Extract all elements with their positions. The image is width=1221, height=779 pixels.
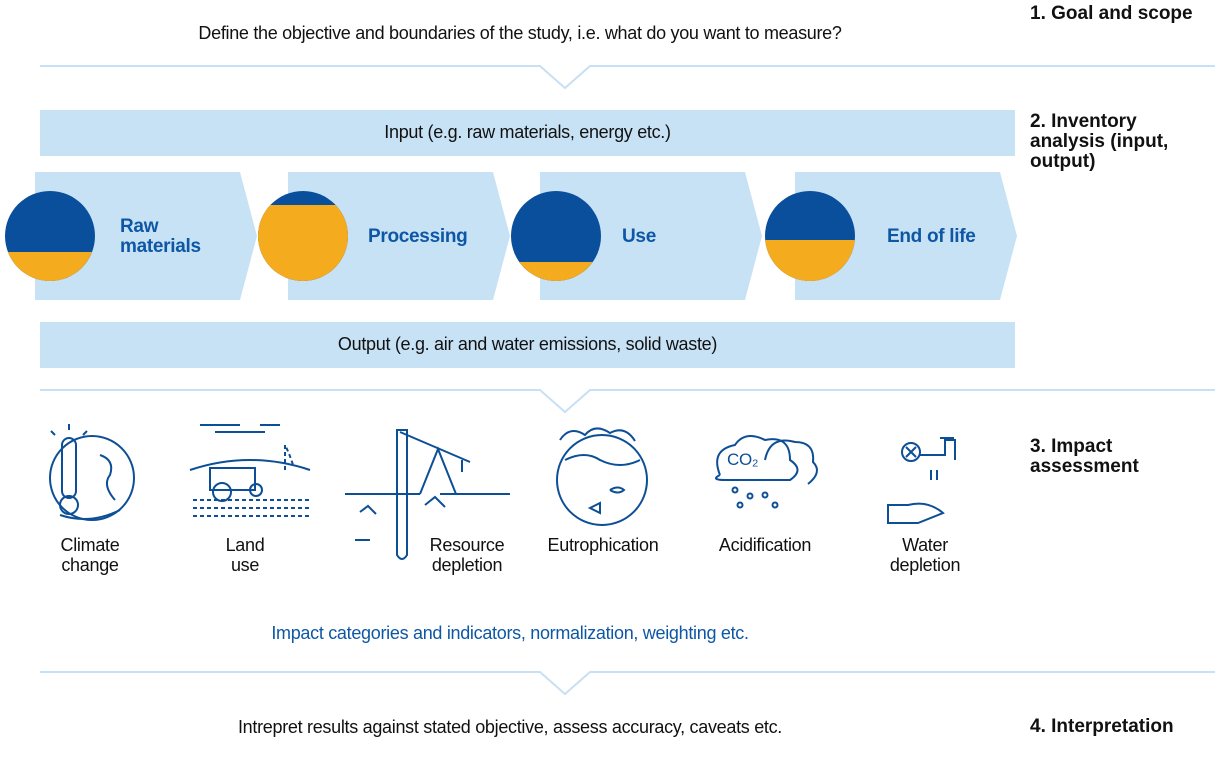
impact-note: Impact categories and indicators, normal… (271, 623, 749, 643)
input-text: Input (e.g. raw materials, energy etc.) (384, 122, 671, 142)
stage-title: 4. Interpretation (1030, 716, 1174, 737)
land-use-icon (189, 424, 311, 517)
separator (40, 671, 1215, 696)
phase-chevron (795, 172, 1017, 300)
phase-chevron (288, 172, 510, 300)
water-icon (887, 437, 956, 524)
goal-text: Define the objective and boundaries of t… (198, 23, 842, 43)
phase-chevron (540, 172, 762, 300)
resource-icon (345, 429, 510, 560)
climate-icon (49, 424, 135, 521)
impact-label: Climate change (60, 535, 120, 575)
stage-title: 2. Inventory analysis (input, output) (1030, 111, 1169, 172)
impact-icons (49, 424, 956, 560)
phase-circle (511, 191, 601, 281)
phase-label: Processing (368, 226, 468, 247)
impact-label: Resource depletion (429, 535, 505, 575)
phase-circle-fill (7, 252, 93, 281)
phase-circle-fill (258, 205, 348, 281)
phase-label: Use (622, 226, 656, 247)
input-bar (40, 110, 1015, 156)
impact-label: Eutrophication (547, 535, 659, 555)
impact-label: Land use (225, 535, 265, 575)
phase-label: End of life (887, 226, 976, 247)
stage-title: 1. Goal and scope (1030, 3, 1193, 24)
phase-chevrons (5, 172, 1017, 300)
output-text: Output (e.g. air and water emissions, so… (337, 334, 718, 354)
separator (40, 389, 1215, 414)
phase-circle-fill (765, 240, 855, 282)
impact-label: Acidification (718, 535, 812, 555)
stage-title: 3. Impact assessment (1030, 436, 1139, 477)
co2-label: CO₂ (727, 450, 759, 469)
separators (40, 65, 1215, 696)
phase-chevron (35, 172, 257, 300)
eutrophication-icon (556, 427, 648, 526)
acidification-icon (715, 435, 818, 509)
output-bar (40, 322, 1015, 368)
separator (40, 65, 1215, 90)
impact-label: Water depletion (889, 535, 961, 575)
phase-label: Raw materials (120, 216, 201, 257)
phase-circle-fill (519, 262, 593, 282)
interpretation-text: Intrepret results against stated objecti… (237, 717, 783, 737)
